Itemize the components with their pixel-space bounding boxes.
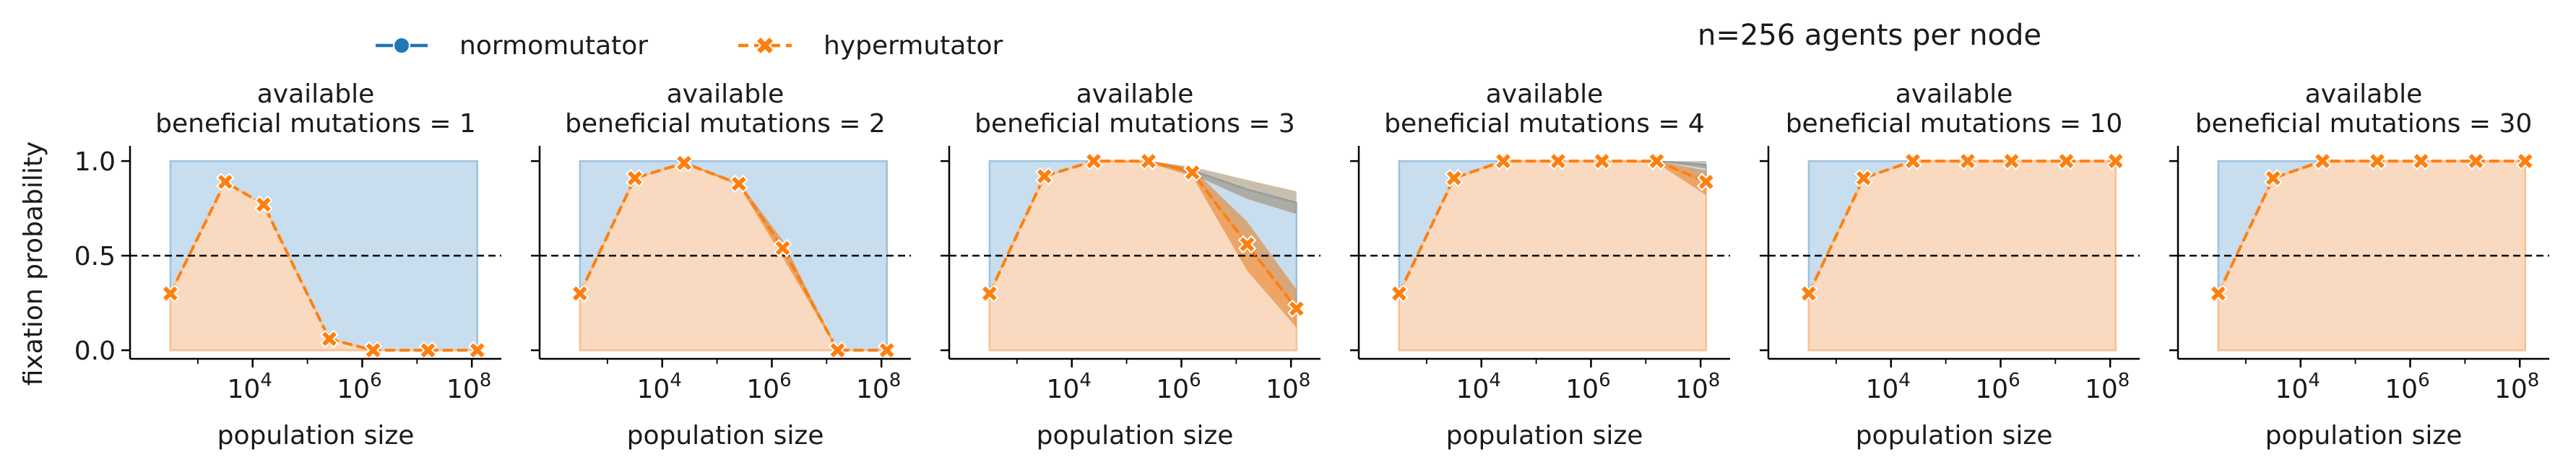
x-tick-label: 104 <box>1866 370 1911 404</box>
data-point-hypermutator <box>1647 152 1667 170</box>
x-tick-label: 104 <box>2275 370 2320 404</box>
data-point-hypermutator <box>1799 284 1818 303</box>
legend-marker-hypermutator <box>755 35 775 56</box>
data-point-hypermutator <box>1139 152 1158 170</box>
data-point-hypermutator <box>626 168 644 188</box>
data-point-hypermutator <box>320 329 339 349</box>
x-tick-label: 108 <box>446 370 491 404</box>
data-point-hypermutator <box>2002 152 2021 170</box>
x-axis-label: population size <box>217 421 415 451</box>
panel-title-line-1: available <box>1486 79 1604 109</box>
data-point-hypermutator <box>161 284 180 303</box>
x-tick-label: 108 <box>856 370 901 404</box>
x-axis-label: population size <box>1446 421 1643 451</box>
data-point-hypermutator <box>1697 173 1716 191</box>
x-tick-label: 106 <box>1156 370 1201 404</box>
panel-title-line-1: available <box>257 79 375 109</box>
panel-title-line-2: beneficial mutations = 1 <box>155 109 476 139</box>
x-tick-label: 104 <box>1047 370 1092 404</box>
legend-label-hypermutator: hypermutator <box>824 31 1003 61</box>
data-point-hypermutator <box>1237 235 1257 254</box>
x-axis-label: population size <box>1037 421 1234 451</box>
figure-suptitle: n=256 agents per node <box>1698 19 2041 52</box>
data-point-hypermutator <box>571 284 589 303</box>
y-tick-label: 0.5 <box>74 242 116 271</box>
data-point-hypermutator <box>2516 152 2535 170</box>
panel-title-line-1: available <box>667 79 785 109</box>
data-point-hypermutator <box>2106 152 2125 170</box>
ci-band-hypermutator <box>989 161 1297 328</box>
data-point-hypermutator <box>1854 168 1873 188</box>
x-tick-label: 106 <box>1565 370 1610 404</box>
panel-title-line-2: beneficial mutations = 4 <box>1384 109 1705 139</box>
panel-title-line-2: beneficial mutations = 2 <box>565 109 886 139</box>
y-axis-label: fixation probability <box>19 142 48 386</box>
data-point-hypermutator <box>1592 152 1612 170</box>
x-axis-label: population size <box>2265 421 2463 451</box>
x-tick-label: 106 <box>2385 370 2429 404</box>
data-point-hypermutator <box>2264 168 2283 188</box>
panel-title-line-1: available <box>1896 79 2013 109</box>
x-tick-label: 106 <box>337 370 381 404</box>
data-point-hypermutator <box>1183 163 1202 182</box>
y-tick-label: 0.0 <box>74 336 116 366</box>
data-point-hypermutator <box>2466 152 2486 170</box>
x-tick-label: 106 <box>1975 370 2020 404</box>
data-point-hypermutator <box>980 284 999 303</box>
ci-band-normomutator <box>989 161 1297 214</box>
x-tick-label: 104 <box>637 370 682 404</box>
data-point-hypermutator <box>2057 152 2076 170</box>
x-tick-label: 108 <box>2085 370 2130 404</box>
data-point-hypermutator <box>1390 284 1409 303</box>
panel-title-line-2: beneficial mutations = 30 <box>2195 109 2533 139</box>
panel-title-line-1: available <box>2305 79 2423 109</box>
x-tick-label: 108 <box>1266 370 1310 404</box>
x-tick-label: 108 <box>2494 370 2539 404</box>
data-point-hypermutator <box>254 195 273 214</box>
ci-band-normomutator <box>1399 161 1706 169</box>
x-axis-label: population size <box>627 421 824 451</box>
data-point-hypermutator <box>2209 284 2228 303</box>
data-point-hypermutator <box>1903 152 1922 170</box>
data-point-hypermutator <box>2313 152 2332 170</box>
x-tick-label: 104 <box>228 370 272 404</box>
data-point-hypermutator <box>1287 299 1306 318</box>
y-tick-label: 1.0 <box>74 147 116 177</box>
panel-title-line-2: beneficial mutations = 3 <box>974 109 1295 139</box>
legend: normomutator hypermutator <box>376 31 1003 61</box>
data-point-hypermutator <box>2411 152 2431 170</box>
ci-band-hypermutator <box>1399 161 1706 294</box>
legend-label-normomutator: normomutator <box>459 31 648 61</box>
data-point-hypermutator <box>1035 167 1054 186</box>
x-tick-label: 108 <box>1675 370 1720 404</box>
ci-band-hypermutator <box>579 162 887 351</box>
legend-entry-normomutator: normomutator <box>376 31 648 61</box>
data-point-hypermutator <box>730 174 748 193</box>
data-point-hypermutator <box>1549 152 1568 170</box>
panel-title-line-1: available <box>1076 79 1194 109</box>
data-point-hypermutator <box>1445 168 1464 188</box>
legend-marker-normomutator <box>393 37 410 54</box>
data-point-hypermutator <box>773 238 792 258</box>
x-tick-label: 106 <box>746 370 791 404</box>
data-point-hypermutator <box>2368 152 2387 170</box>
data-point-hypermutator <box>1958 152 1977 170</box>
data-point-hypermutator <box>1084 152 1103 170</box>
panel-title-line-2: beneficial mutations = 10 <box>1786 109 2123 139</box>
legend-entry-hypermutator: hypermutator <box>738 31 1003 61</box>
data-point-hypermutator <box>1494 152 1513 170</box>
data-point-hypermutator <box>216 173 235 191</box>
x-tick-label: 104 <box>1456 370 1501 404</box>
data-point-hypermutator <box>675 153 693 173</box>
x-axis-label: population size <box>1856 421 2053 451</box>
